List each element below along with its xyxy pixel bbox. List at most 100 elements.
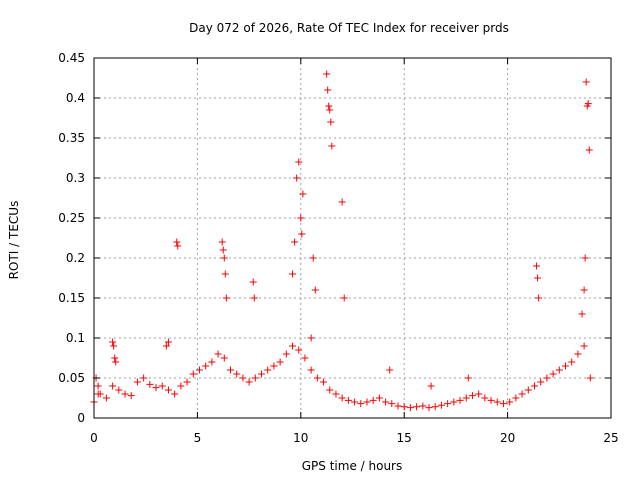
data-point	[499, 400, 507, 408]
data-point	[340, 294, 348, 302]
x-tick-label: 10	[293, 431, 308, 445]
data-point	[152, 384, 160, 392]
data-point	[245, 378, 253, 386]
y-tick-label: 0.45	[58, 51, 85, 65]
data-point	[382, 398, 390, 406]
data-point	[582, 78, 590, 86]
data-point	[121, 390, 129, 398]
data-point	[183, 378, 191, 386]
y-tick-label: 0.3	[66, 171, 85, 185]
data-point	[162, 342, 170, 350]
data-point	[444, 400, 452, 408]
data-point	[173, 238, 181, 246]
data-point	[112, 358, 120, 366]
data-point	[295, 346, 303, 354]
data-point	[146, 380, 154, 388]
data-point	[580, 342, 588, 350]
data-point	[580, 286, 588, 294]
data-point	[578, 310, 586, 318]
axis-ticks: 0 0.05 0.1 0.15 0.2 0.25 0.3 0.35 0.4 0.45 0 5 10 15 2…	[58, 51, 618, 445]
y-tick-label: 0.15	[58, 291, 85, 305]
data-point	[298, 230, 306, 238]
data-point	[324, 86, 332, 94]
data-point	[220, 254, 228, 262]
data-point	[251, 374, 259, 382]
data-point	[218, 238, 226, 246]
data-point	[413, 403, 421, 411]
data-point	[264, 366, 272, 374]
data-point	[394, 402, 402, 410]
x-tick-label: 25	[603, 431, 618, 445]
data-point	[326, 386, 334, 394]
y-tick-label: 0.1	[66, 331, 85, 345]
data-point	[327, 118, 335, 126]
data-point	[289, 342, 297, 350]
data-point	[109, 338, 117, 346]
data-point	[351, 398, 359, 406]
data-point	[164, 386, 172, 394]
y-axis-label: ROTI / TECUs	[7, 201, 21, 280]
data-point	[293, 174, 301, 182]
data-point	[487, 396, 495, 404]
data-point	[585, 146, 593, 154]
data-point	[506, 398, 514, 406]
data-point	[562, 362, 570, 370]
data-point	[549, 370, 557, 378]
data-point	[537, 378, 545, 386]
data-point	[363, 398, 371, 406]
data-point	[102, 394, 110, 402]
data-point	[94, 382, 102, 390]
x-tick-label: 0	[90, 431, 98, 445]
data-point	[328, 142, 336, 150]
data-point	[468, 392, 476, 400]
x-axis-label: GPS time / hours	[302, 459, 403, 473]
data-point	[158, 382, 166, 390]
data-point	[386, 366, 394, 374]
data-point	[534, 274, 542, 282]
data-point	[427, 382, 435, 390]
data-point	[214, 350, 222, 358]
data-point	[568, 358, 576, 366]
data-point	[295, 158, 303, 166]
data-point	[462, 394, 470, 402]
data-point	[338, 198, 346, 206]
data-point	[94, 390, 102, 398]
data-point	[313, 374, 321, 382]
plot-frame	[93, 57, 612, 419]
data-point	[115, 386, 123, 394]
data-point	[581, 254, 589, 262]
data-point	[239, 374, 247, 382]
data-point	[220, 354, 228, 362]
y-tick-label: 0.35	[58, 131, 85, 145]
data-point	[276, 358, 284, 366]
data-point	[518, 390, 526, 398]
y-tick-label: 0.25	[58, 211, 85, 225]
data-point	[221, 270, 229, 278]
data-point	[326, 106, 334, 114]
data-point	[127, 392, 135, 400]
data-point	[574, 350, 582, 358]
data-point	[320, 378, 328, 386]
data-point	[493, 398, 501, 406]
y-tick-label: 0.05	[58, 371, 85, 385]
data-point	[437, 401, 445, 409]
data-point	[400, 403, 408, 411]
data-point	[388, 400, 396, 408]
data-point	[291, 238, 299, 246]
chart-title: Day 072 of 2026, Rate Of TEC Index for r…	[189, 21, 509, 35]
data-point	[307, 366, 315, 374]
data-point	[481, 394, 489, 402]
data-point	[164, 338, 172, 346]
data-point	[226, 366, 234, 374]
data-point	[222, 294, 230, 302]
data-point	[171, 390, 179, 398]
data-point	[456, 396, 464, 404]
data-point	[195, 366, 203, 374]
data-point	[111, 354, 119, 362]
data-point	[344, 396, 352, 404]
data-point	[369, 396, 377, 404]
data-point	[307, 334, 315, 342]
data-point	[530, 382, 538, 390]
data-point	[323, 70, 331, 78]
